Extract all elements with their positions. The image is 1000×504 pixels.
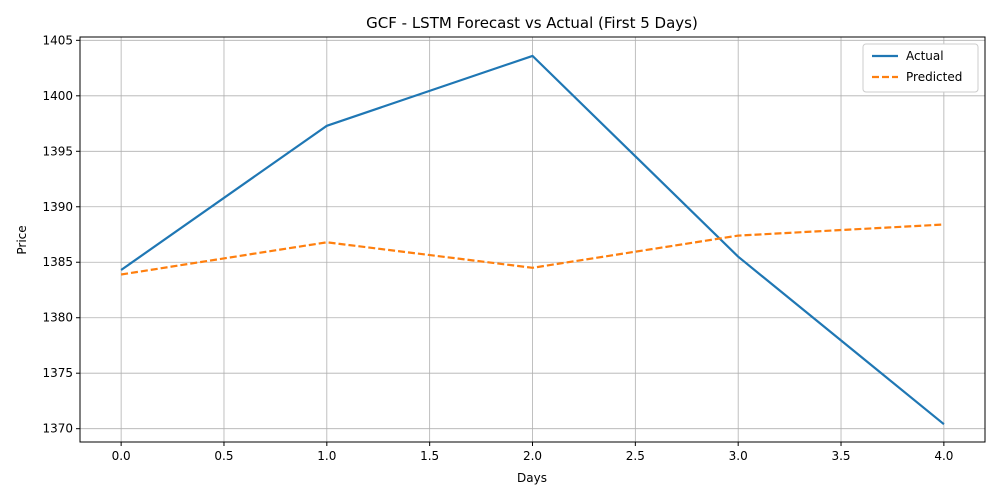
x-tick-label: 2.5	[626, 449, 645, 463]
x-tick-label: 0.5	[214, 449, 233, 463]
y-axis-title: Price	[15, 225, 29, 254]
x-axis-title: Days	[517, 471, 547, 485]
y-tick-label: 1400	[42, 89, 73, 103]
series-line-actual	[120, 54, 945, 426]
tick-layer: 0.0 0.5 1.0 1.5 2.0 2.5 3.0 3.5 4.0 1370 1375 1380 1…	[42, 33, 953, 463]
y-tick-label: 1405	[42, 33, 73, 47]
y-tick-label: 1395	[42, 144, 73, 158]
legend: Actual Predicted	[862, 43, 979, 93]
y-tick-label: 1375	[42, 366, 73, 380]
y-tick-label: 1380	[42, 311, 73, 325]
y-tick-label: 1390	[42, 200, 73, 214]
x-tick-label: 1.0	[317, 449, 336, 463]
y-tick-label: 1385	[42, 255, 73, 269]
y-tick-label: 1370	[42, 422, 73, 436]
series-layer	[120, 54, 945, 426]
x-tick-label: 1.5	[420, 449, 439, 463]
legend-label-predicted: Predicted	[906, 70, 962, 84]
legend-label-actual: Actual	[906, 49, 944, 63]
x-tick-label: 4.0	[934, 449, 953, 463]
series-line-predicted	[120, 223, 944, 276]
x-tick-label: 3.5	[831, 449, 850, 463]
x-tick-label: 3.0	[729, 449, 748, 463]
x-tick-label: 0.0	[112, 449, 131, 463]
chart-title: GCF - LSTM Forecast vs Actual (First 5 D…	[366, 14, 698, 32]
x-tick-label: 2.0	[523, 449, 542, 463]
grid-layer	[80, 37, 985, 442]
